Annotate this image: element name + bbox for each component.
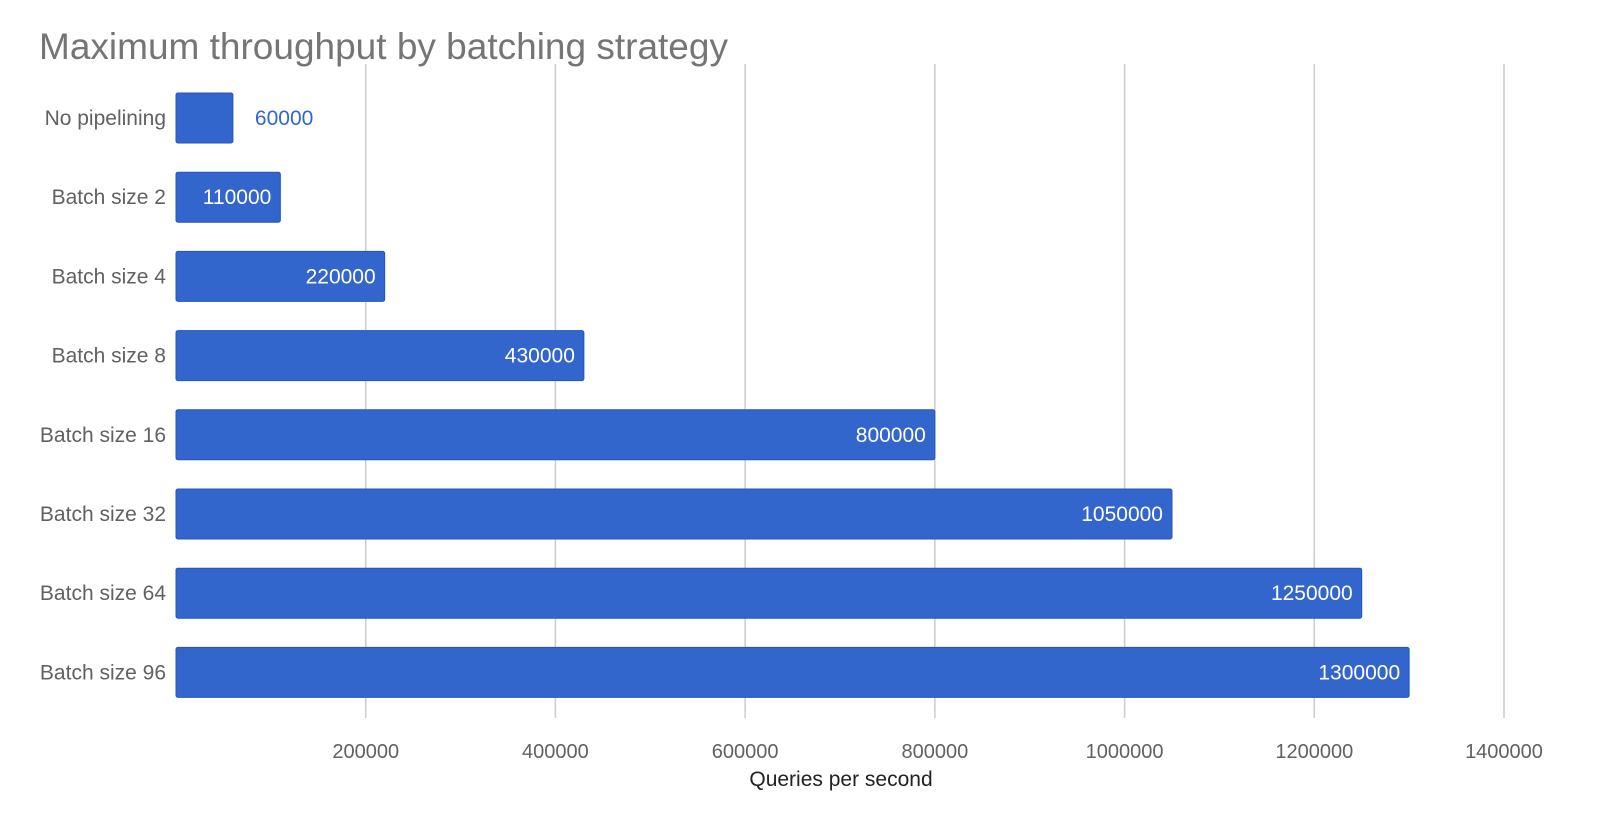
bar-value-label: 220000 xyxy=(306,265,376,288)
bars xyxy=(175,92,1410,698)
category-label: Batch size 32 xyxy=(40,503,166,526)
category-label: Batch size 2 xyxy=(52,186,166,209)
category-label: Batch size 64 xyxy=(40,582,166,605)
category-labels: No pipelining Batch size 2 Batch size 4 Bat… xyxy=(40,107,166,684)
category-label: Batch size 4 xyxy=(52,265,167,288)
bar-value-label: 1250000 xyxy=(1271,582,1353,605)
bar-value-label: 60000 xyxy=(255,107,313,130)
category-label: Batch size 96 xyxy=(40,661,166,684)
bar-value-labels: 60000 110000 220000 430000 800000 1050000 1250… xyxy=(203,107,1400,684)
bar-value-label: 800000 xyxy=(856,424,926,447)
x-tick-label: 400000 xyxy=(522,741,589,763)
bar-value-label: 430000 xyxy=(505,345,575,368)
bar xyxy=(175,646,1410,698)
chart-title: Maximum throughput by batching strategy xyxy=(39,26,728,67)
bar xyxy=(175,409,936,461)
bar xyxy=(175,171,281,223)
bar xyxy=(175,330,585,382)
gridlines xyxy=(364,64,1505,718)
x-tick-label: 1400000 xyxy=(1465,741,1543,763)
bar xyxy=(175,567,1363,619)
bar xyxy=(175,488,1173,540)
bar-value-label: 110000 xyxy=(203,186,272,209)
x-tick-label: 1200000 xyxy=(1275,741,1353,763)
bar-value-label: 1300000 xyxy=(1318,661,1400,684)
bar xyxy=(175,92,234,144)
x-tick-label: 200000 xyxy=(332,741,399,763)
x-axis-title: Queries per second xyxy=(749,768,932,791)
category-label: Batch size 8 xyxy=(52,345,166,368)
bar xyxy=(175,250,386,302)
category-label: Batch size 16 xyxy=(40,424,166,447)
x-tick-labels: 200000 400000 600000 800000 1000000 1200000 14… xyxy=(332,741,1543,763)
category-label: No pipelining xyxy=(45,107,166,130)
x-tick-label: 1000000 xyxy=(1086,741,1164,763)
x-tick-label: 800000 xyxy=(901,741,968,763)
x-tick-label: 600000 xyxy=(712,741,779,763)
bar-value-label: 1050000 xyxy=(1081,503,1163,526)
